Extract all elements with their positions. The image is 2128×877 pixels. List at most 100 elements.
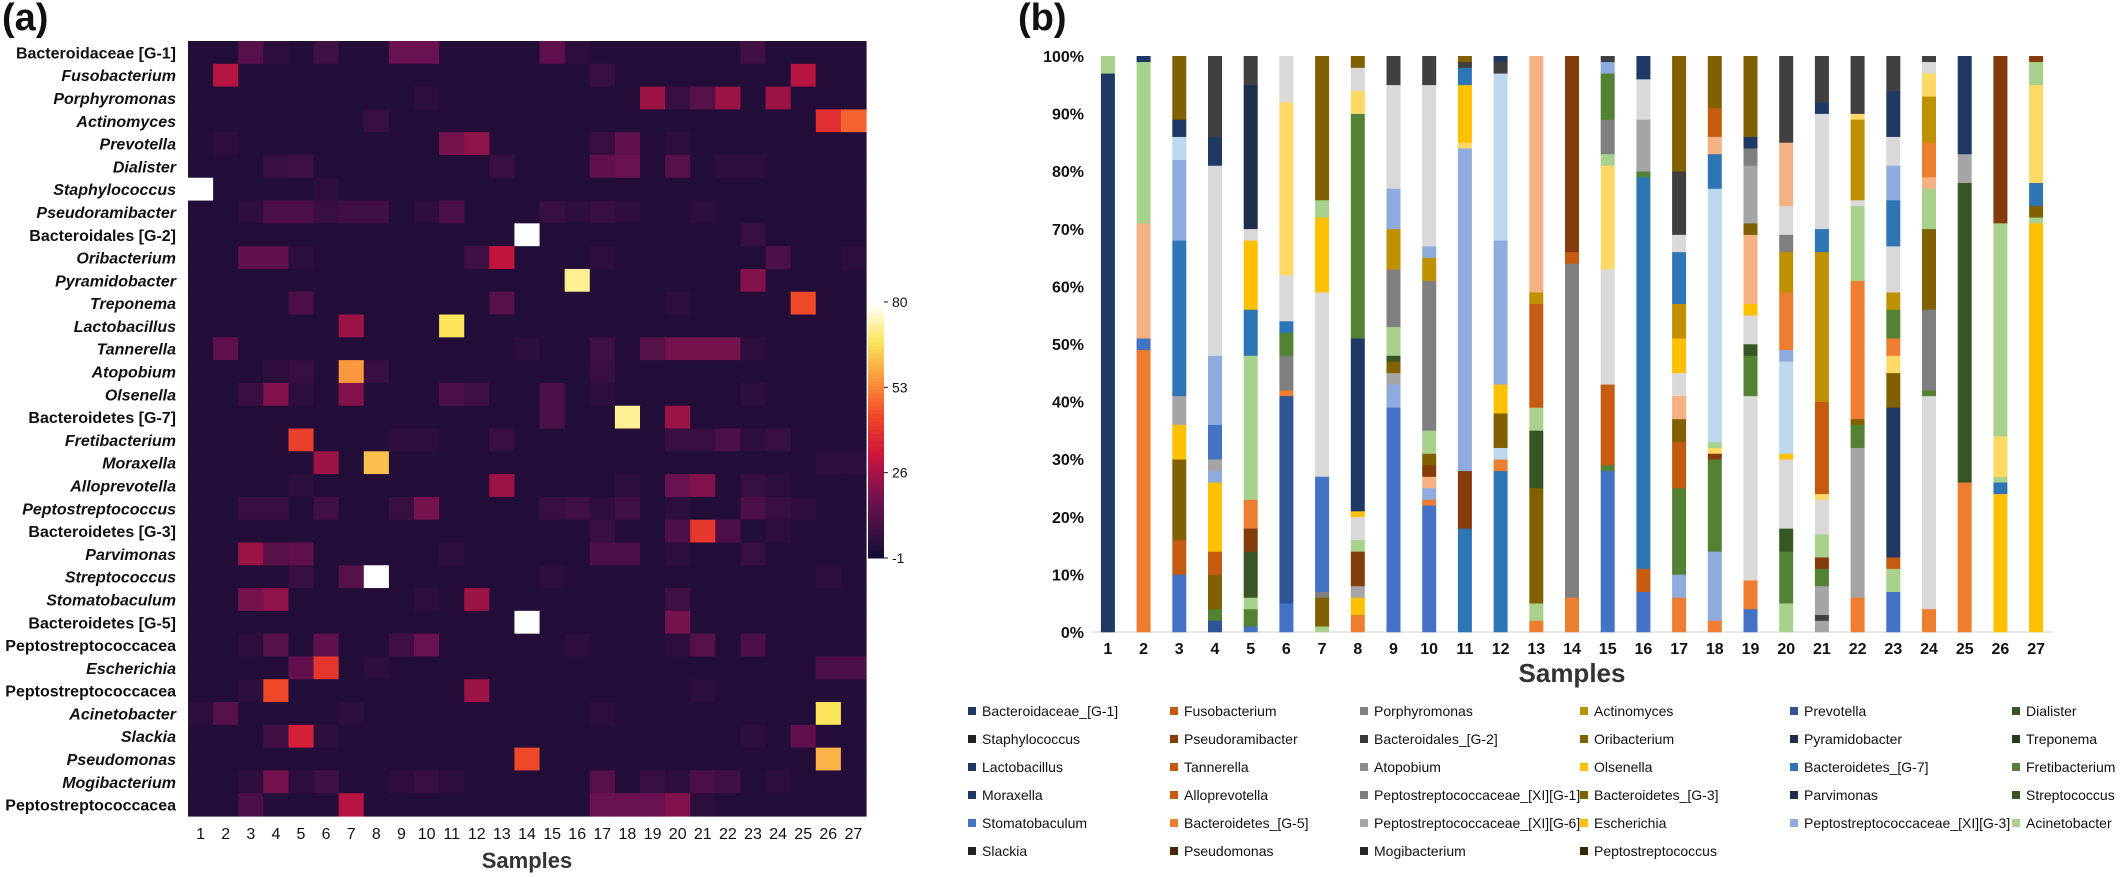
bar-segment xyxy=(1529,488,1544,604)
bar-chart-x-tick-label: 14 xyxy=(1563,641,1581,658)
heatmap-cell xyxy=(489,724,516,749)
heatmap-cell xyxy=(213,793,239,817)
heatmap-cell xyxy=(489,702,516,726)
colorbar-swatch xyxy=(868,486,884,491)
heatmap-cell xyxy=(665,565,691,589)
heatmap-cell xyxy=(740,63,767,88)
heatmap-cell xyxy=(263,291,290,316)
bar-segment xyxy=(1814,585,1829,616)
bar-sample-4 xyxy=(1208,56,1222,633)
heatmap-cell xyxy=(238,496,264,521)
heatmap-cell xyxy=(489,793,516,817)
heatmap-cell xyxy=(715,588,742,612)
heatmap-cell xyxy=(464,633,490,658)
colorbar-swatch xyxy=(868,322,884,327)
heatmap-cells xyxy=(188,41,867,817)
heatmap-cell xyxy=(489,542,516,566)
heatmap-cell xyxy=(715,154,742,179)
heatmap-cell xyxy=(665,542,691,566)
heatmap-cell xyxy=(665,474,691,498)
legend-entry: Staphylococcus xyxy=(968,731,1080,747)
colorbar-swatch xyxy=(868,406,884,411)
heatmap-cell xyxy=(715,451,742,475)
heatmap-cell xyxy=(765,405,792,430)
legend-swatch xyxy=(968,819,976,827)
heatmap-cell xyxy=(564,223,591,247)
heatmap-cell xyxy=(263,405,290,430)
heatmap-cell xyxy=(690,747,716,772)
bar-segment xyxy=(1208,482,1222,552)
heatmap-cell xyxy=(589,132,616,156)
heatmap-cell xyxy=(715,519,742,544)
bar-segment xyxy=(1208,574,1222,610)
heatmap-cell xyxy=(614,474,641,498)
heatmap-cell xyxy=(439,770,465,794)
legend-label: Pseudomonas xyxy=(1184,843,1274,859)
heatmap-cell xyxy=(539,633,566,658)
heatmap-cell xyxy=(514,565,541,589)
heatmap-cell xyxy=(690,177,716,202)
heatmap-cell xyxy=(188,542,214,566)
bar-segment xyxy=(1350,338,1365,512)
heatmap-cell xyxy=(539,702,566,726)
heatmap-cell xyxy=(338,542,365,566)
heatmap-cell xyxy=(790,770,817,794)
heatmap-cell xyxy=(514,314,541,338)
heatmap-cell xyxy=(213,63,239,88)
bar-chart-x-tick-label: 13 xyxy=(1527,641,1545,658)
bar-segment xyxy=(1565,263,1579,598)
bar-segment xyxy=(1922,228,1936,310)
bar-segment xyxy=(1422,505,1437,633)
heatmap-row-label: Streptococcus xyxy=(65,570,176,587)
bar-chart-x-tick-label: 9 xyxy=(1389,641,1398,658)
heatmap-cell xyxy=(815,177,842,202)
heatmap-cell xyxy=(665,268,691,293)
bar-segment xyxy=(1743,56,1758,137)
heatmap-cell xyxy=(740,702,767,726)
heatmap-cell xyxy=(715,132,742,156)
heatmap-cell xyxy=(388,132,415,156)
heatmap-cell xyxy=(363,679,390,703)
heatmap-cell xyxy=(640,565,666,589)
heatmap-cell xyxy=(740,154,767,179)
heatmap-cell xyxy=(338,428,365,452)
heatmap-cell xyxy=(840,747,867,772)
heatmap-cell xyxy=(238,588,264,612)
heatmap-cell xyxy=(790,382,817,407)
legend-swatch xyxy=(1580,847,1588,855)
heatmap-cell xyxy=(263,679,290,703)
heatmap-row-label: Dialister xyxy=(113,159,177,176)
heatmap-column-label: 2 xyxy=(221,826,230,843)
heatmap-cell xyxy=(363,41,390,65)
heatmap-cell xyxy=(715,223,742,247)
heatmap-cell xyxy=(464,63,490,88)
heatmap-cell xyxy=(439,610,465,635)
heatmap-cell xyxy=(765,679,792,703)
heatmap-cell xyxy=(715,268,742,293)
heatmap-cell xyxy=(740,519,767,544)
heatmap-cell xyxy=(414,154,440,179)
heatmap-cell xyxy=(815,223,842,247)
bar-segment xyxy=(1779,205,1794,235)
heatmap-cell xyxy=(765,610,792,635)
legend-entry: Stomatobaculum xyxy=(968,815,1087,831)
heatmap-cell xyxy=(640,268,666,293)
heatmap-row-label: Peptostreptococcacea xyxy=(5,798,176,815)
heatmap-cell xyxy=(388,154,415,179)
heatmap-cell xyxy=(388,724,415,749)
heatmap-column-label: 12 xyxy=(468,826,486,843)
heatmap-cell xyxy=(439,382,465,407)
heatmap-cell xyxy=(765,542,792,566)
heatmap-cell xyxy=(564,291,591,316)
heatmap-cell xyxy=(464,793,490,817)
heatmap-cell xyxy=(363,496,390,521)
heatmap-cell xyxy=(213,428,239,452)
heatmap-cell xyxy=(640,588,666,612)
bar-segment xyxy=(1243,355,1258,500)
heatmap-cell xyxy=(363,132,390,156)
heatmap-cell xyxy=(614,679,641,703)
heatmap-cell xyxy=(589,747,616,772)
heatmap-cell xyxy=(464,109,490,133)
legend-label: Prevotella xyxy=(1804,703,1866,719)
